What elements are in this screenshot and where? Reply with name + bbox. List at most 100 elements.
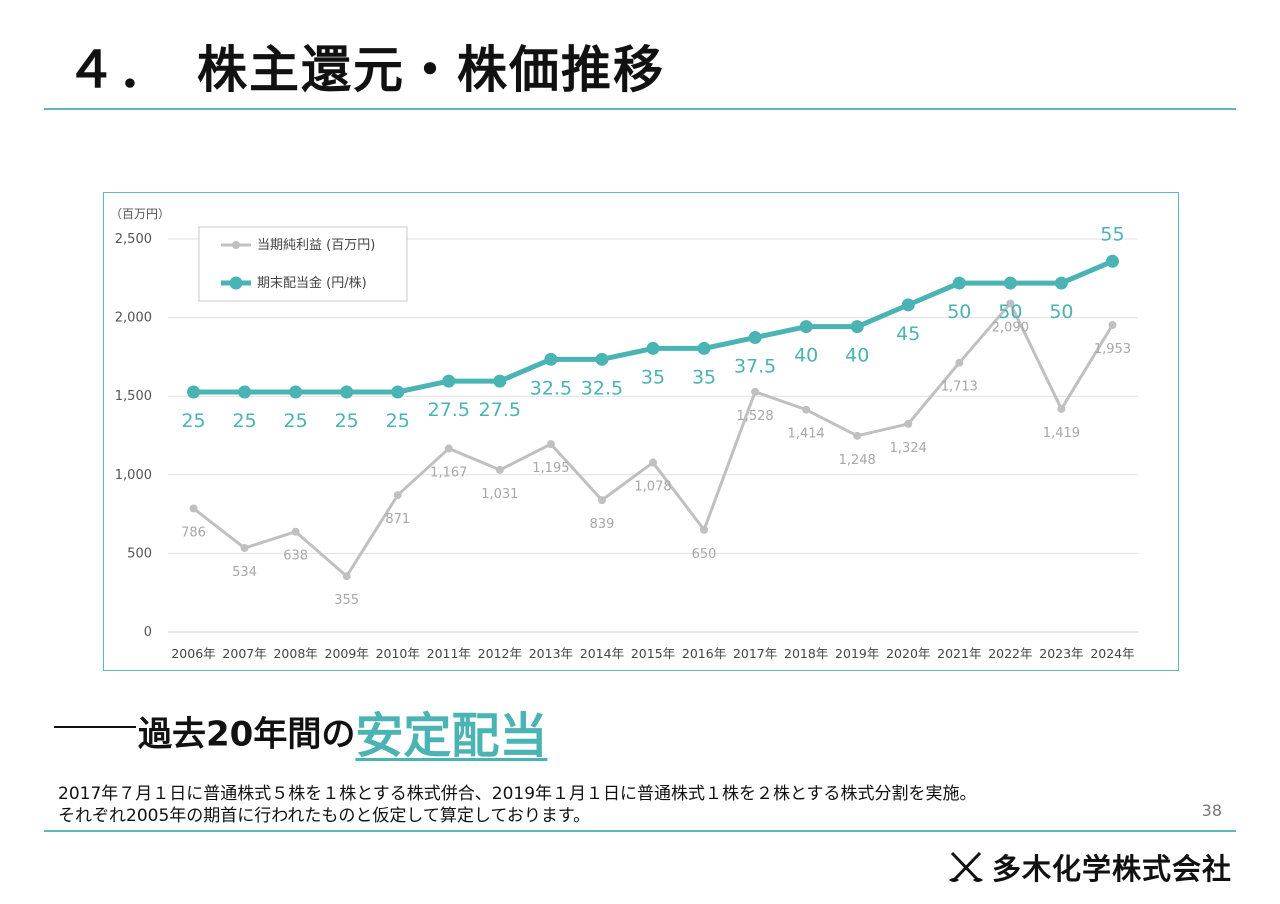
dividend-data-label: 25 [181, 410, 205, 432]
net-income-point [291, 527, 300, 536]
footer-divider [44, 830, 1236, 832]
slide-title: ４． 株主還元・株価推移 [66, 41, 665, 99]
chart-frame: （百万円） 0 500 1,000 1,500 2,000 2,500 2006年 2007年 2… [103, 192, 1179, 671]
dividend-data-label: 50 [998, 301, 1022, 323]
x-tick-label: 2013年 [529, 646, 573, 661]
net-income-data-label: 1,713 [941, 380, 978, 395]
net-income-point [700, 525, 709, 534]
dividend-point [595, 352, 609, 366]
net-income-point [189, 504, 198, 513]
net-income-data-label: 355 [334, 593, 359, 608]
dividend-point [646, 341, 660, 355]
y-tick-label: 500 [127, 546, 152, 561]
y-axis-unit-label: （百万円） [110, 207, 170, 221]
net-income-point [597, 496, 606, 505]
x-tick-label: 2016年 [682, 646, 726, 661]
x-tick-label: 2006年 [171, 646, 215, 661]
x-tick-label: 2010年 [376, 646, 420, 661]
footnote-line-1: 2017年７月１日に普通株式５株を１株とする株式併合、2019年１月１日に普通株… [58, 784, 977, 804]
net-income-data-label: 1,167 [430, 466, 467, 481]
net-income-point [393, 491, 402, 500]
y-tick-label: 2,000 [115, 311, 152, 326]
dividend-point [1003, 276, 1017, 290]
x-tick-label: 2014年 [580, 646, 624, 661]
x-tick-label: 2007年 [222, 646, 266, 661]
x-tick-label: 2015年 [631, 646, 675, 661]
x-tick-label: 2020年 [886, 646, 930, 661]
headline-lead: 過去20年間の [138, 714, 356, 755]
dividend-point [187, 385, 201, 399]
x-tick-label: 2024年 [1090, 646, 1134, 661]
company-logo: 多木化学株式会社 [948, 846, 1232, 888]
dividend-data-label: 35 [692, 366, 716, 388]
dividend-data-label: 55 [1100, 223, 1124, 245]
y-tick-label: 0 [144, 625, 152, 640]
headline-accent: 安定配当 [355, 708, 548, 764]
dividend-point [442, 374, 456, 388]
dividend-data-label: 27.5 [428, 399, 470, 421]
legend-dividend-marker [229, 276, 243, 290]
net-income-point [1057, 404, 1066, 413]
net-income-data-label: 786 [181, 525, 206, 540]
net-income-data-label: 2,090 [992, 320, 1029, 335]
dividend-point [952, 276, 966, 290]
dividend-data-label: 40 [845, 345, 869, 367]
dividend-data-label: 25 [284, 410, 308, 432]
dividend-point [748, 331, 762, 345]
dividend-data-label: 32.5 [530, 377, 572, 399]
net-income-point [495, 465, 504, 474]
dividend-point [799, 320, 813, 334]
headline: 過去20年間の安定配当 [54, 696, 547, 766]
net-income-data-label: 534 [232, 565, 257, 580]
net-income-point [649, 458, 657, 467]
x-tick-label: 2018年 [784, 646, 828, 661]
dividend-point [901, 298, 915, 312]
dividend-point [391, 385, 405, 399]
dividend-point [238, 385, 252, 399]
legend-dividend-label: 期末配当金 (円/株) [257, 275, 367, 291]
dividend-data-label: 25 [335, 410, 359, 432]
x-tick-label: 2022年 [988, 646, 1032, 661]
legend-net-income-label: 当期純利益 (百万円) [257, 238, 375, 253]
dividend-point [1105, 254, 1119, 268]
footnote-line-2: それぞれ2005年の期首に行われたものと仮定して算定しております。 [58, 806, 591, 826]
combo-chart: （百万円） 0 500 1,000 1,500 2,000 2,500 2006年 2007年 2… [110, 207, 1138, 661]
net-income-point [751, 387, 760, 396]
dividend-data-label: 50 [1049, 301, 1073, 323]
x-tick-label: 2023年 [1039, 646, 1083, 661]
net-income-data-label: 1,953 [1094, 342, 1131, 357]
company-name: 多木化学株式会社 [991, 852, 1232, 886]
net-income-data-label: 1,414 [788, 427, 825, 442]
x-tick-label: 2019年 [835, 646, 879, 661]
y-tick-label: 1,500 [115, 389, 152, 404]
dividend-data-label: 37.5 [734, 356, 776, 378]
crossed-tools-icon [948, 851, 983, 882]
title-divider [44, 108, 1236, 110]
dividend-data-label: 25 [386, 410, 410, 432]
dividend-data-label: 25 [232, 410, 256, 432]
net-income-data-label: 1,031 [481, 487, 518, 502]
x-tick-label: 2017年 [733, 646, 777, 661]
dividend-point [289, 385, 303, 399]
net-income-data-label: 1,528 [736, 409, 773, 424]
net-income-data-label: 1,248 [839, 453, 876, 468]
dividend-data-label: 45 [896, 323, 920, 345]
net-income-data-label: 1,324 [890, 441, 927, 456]
dividend-point [850, 320, 864, 334]
net-income-point [802, 405, 811, 414]
net-income-data-label: 650 [692, 547, 717, 562]
net-income-point [1108, 320, 1117, 329]
net-income-data-label: 1,419 [1043, 426, 1080, 441]
net-income-point [240, 544, 249, 553]
dividend-point [544, 352, 558, 366]
net-income-point [342, 572, 351, 581]
headline-dash [54, 726, 136, 728]
page-number: 38 [1201, 801, 1222, 820]
net-income-data-label: 839 [590, 517, 615, 532]
legend-net-income-marker [232, 241, 240, 249]
net-income-point [955, 358, 964, 367]
dividend-point [697, 341, 711, 355]
dividend-data-label: 40 [794, 345, 818, 367]
y-tick-label: 2,500 [115, 232, 152, 247]
net-income-data-label: 1,078 [634, 480, 671, 495]
